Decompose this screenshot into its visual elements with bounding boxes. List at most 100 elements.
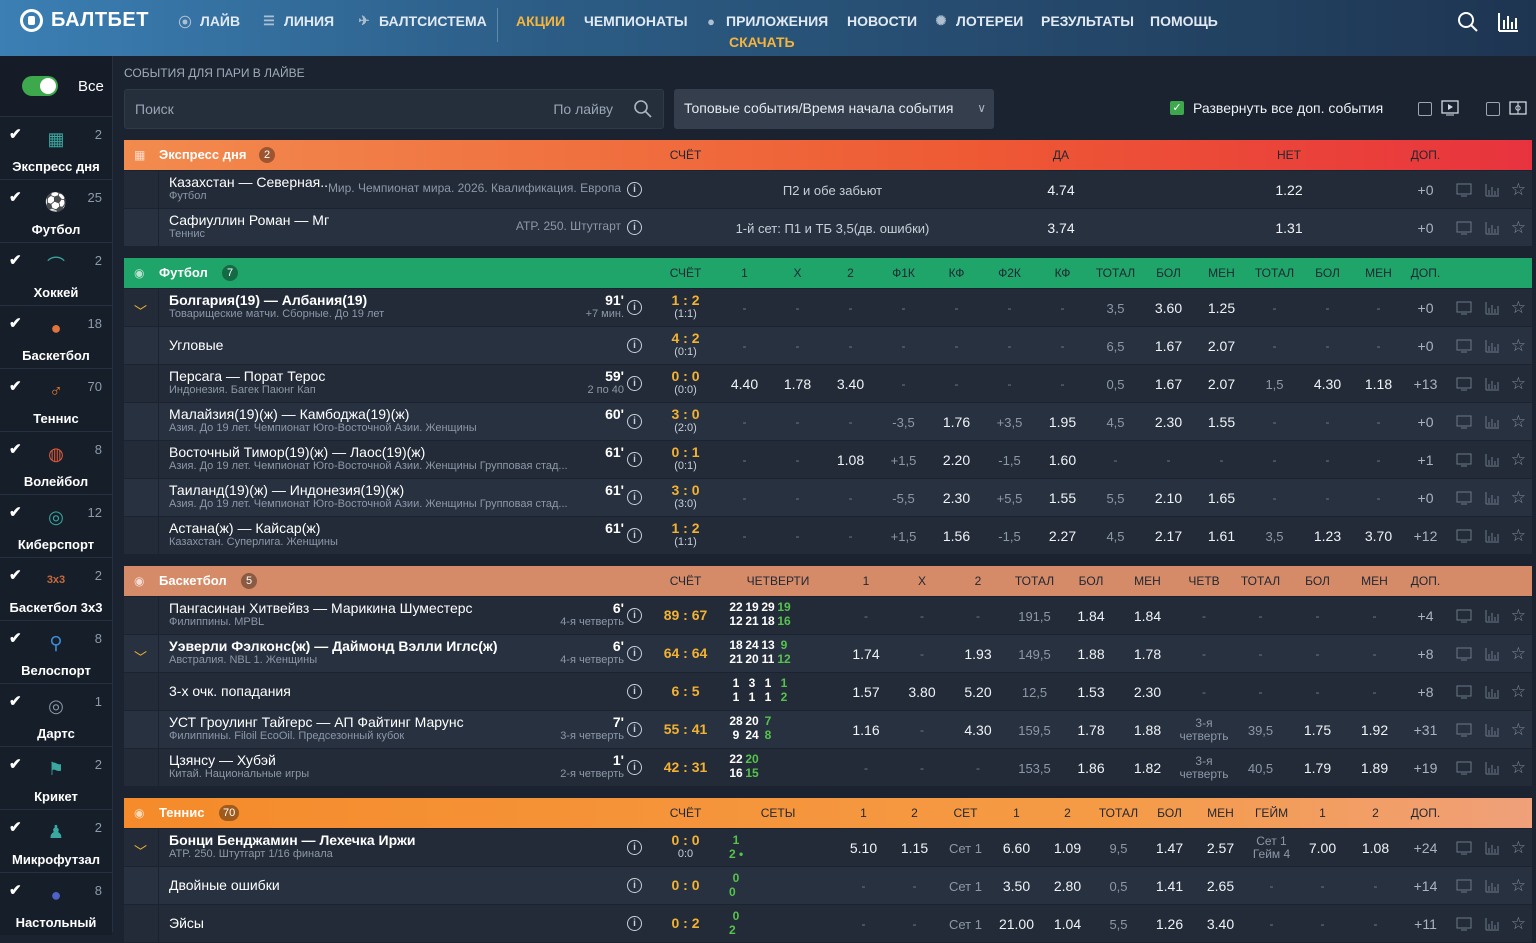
stats-chart-icon[interactable] <box>1484 684 1500 700</box>
odds-cell[interactable]: Сет 1 <box>949 878 982 894</box>
stats-chart-icon[interactable] <box>1484 300 1500 316</box>
event-name-block[interactable]: Болгария(19) — Албания(19) Товарищеские … <box>169 292 624 320</box>
odds-cell[interactable]: 1.84 <box>1133 608 1162 624</box>
event-name-block[interactable]: Таиланд(19)(ж) — Индонезия(19)(ж) Азия. … <box>169 482 624 510</box>
odds-cell[interactable]: 1.92 <box>1360 722 1389 738</box>
event-name-block[interactable]: 3-х очк. попадания <box>169 683 624 699</box>
favorite-star-icon[interactable]: ☆ <box>1510 180 1526 199</box>
more-markets-count[interactable]: +0 <box>1417 300 1434 316</box>
odds-cell[interactable]: 3.50 <box>1002 878 1031 894</box>
info-icon[interactable]: i <box>627 878 642 893</box>
info-icon[interactable]: i <box>627 182 642 197</box>
stats-chart-icon[interactable] <box>1484 528 1500 544</box>
video-icon[interactable] <box>1456 528 1472 544</box>
brand-logo[interactable]: БАЛТБЕТ <box>20 9 149 32</box>
odds-cell[interactable]: 3.40 <box>1206 916 1235 932</box>
favorite-star-icon[interactable]: ☆ <box>1510 526 1526 545</box>
odds-cell[interactable]: 1.08 <box>1361 840 1390 856</box>
odds-cell[interactable]: 5.10 <box>849 840 878 856</box>
video-icon[interactable] <box>1456 878 1472 894</box>
more-markets-count[interactable]: +0 <box>1417 414 1434 430</box>
sidebar-item-basketball[interactable]: ✔ ● 18 Баскетбол <box>0 305 112 368</box>
field-filter-checkbox[interactable] <box>1486 102 1500 116</box>
chevron-down-icon[interactable]: ﹀ <box>134 844 148 859</box>
odds-cell[interactable]: 1.88 <box>1133 722 1162 738</box>
event-name-block[interactable]: Восточный Тимор(19)(ж) — Лаос(19)(ж) Ази… <box>169 444 624 472</box>
favorite-star-icon[interactable]: ☆ <box>1510 914 1526 933</box>
stats-chart-icon[interactable] <box>1484 490 1500 506</box>
event-name-block[interactable]: Цзянсу — Хубэй Китай. Национальные игры <box>169 752 624 780</box>
more-markets-count[interactable]: +0 <box>1417 220 1434 236</box>
favorite-star-icon[interactable]: ☆ <box>1510 218 1526 237</box>
odds-cell[interactable]: 7.00 <box>1308 840 1337 856</box>
video-icon[interactable] <box>1456 376 1472 392</box>
info-icon[interactable]: i <box>627 300 642 315</box>
odds-cell[interactable]: 39,5 <box>1247 722 1274 738</box>
stats-chart-icon[interactable] <box>1484 414 1500 430</box>
chevron-down-icon[interactable]: ﹀ <box>134 304 148 319</box>
info-icon[interactable]: i <box>627 528 642 543</box>
chevron-down-icon[interactable]: ﹀ <box>134 650 148 665</box>
odds-cell[interactable]: 153,5 <box>1018 760 1051 776</box>
odds-cell[interactable]: 5.20 <box>964 684 992 700</box>
stats-chart-icon[interactable] <box>1484 646 1500 662</box>
odds-cell[interactable]: 1.89 <box>1360 760 1389 776</box>
info-icon[interactable]: i <box>627 684 642 699</box>
event-name-block[interactable]: Пангасинан Хитвейвз — Марикина Шуместерс… <box>169 600 624 628</box>
event-name-block[interactable]: Эйсы <box>169 915 624 931</box>
odds-cell[interactable]: 1.78 <box>1077 722 1105 738</box>
info-icon[interactable]: i <box>627 376 642 391</box>
sidebar-item-bicycle[interactable]: ✔ ⚲ 8 Велоспорт <box>0 620 112 683</box>
odds-cell[interactable]: 1.08 <box>836 452 865 468</box>
search-icon[interactable] <box>1456 10 1480 34</box>
odds-cell[interactable]: 1.15 <box>900 840 929 856</box>
event-name-block[interactable]: Уэверли Фэлконс(ж) — Даймонд Вэлли Иглс(… <box>169 638 624 666</box>
more-markets-count[interactable]: +1 <box>1417 452 1434 468</box>
info-icon[interactable]: i <box>627 840 642 855</box>
odds-cell[interactable]: -3,5 <box>892 414 915 430</box>
video-icon[interactable] <box>1456 338 1472 354</box>
odds-cell[interactable]: 2.57 <box>1206 840 1235 856</box>
odds-cell[interactable]: 1.88 <box>1077 646 1105 662</box>
odds-cell[interactable]: 2.20 <box>942 452 971 468</box>
odds-cell[interactable]: 5,5 <box>1106 490 1125 506</box>
favorite-star-icon[interactable]: ☆ <box>1510 838 1526 857</box>
video-icon[interactable] <box>1456 182 1472 198</box>
stats-chart-icon[interactable] <box>1484 916 1500 932</box>
stats-chart-icon[interactable] <box>1484 608 1500 624</box>
odds-cell[interactable]: 3-я четверть <box>1179 716 1229 743</box>
sidebar-item-darts[interactable]: ✔ ◎ 1 Дартс <box>0 683 112 746</box>
more-markets-count[interactable]: +4 <box>1417 608 1434 624</box>
favorite-star-icon[interactable]: ☆ <box>1510 644 1526 663</box>
nav-help[interactable]: ПОМОЩЬ <box>1150 13 1218 29</box>
odds-cell[interactable]: 4.30 <box>964 722 992 738</box>
info-icon[interactable]: i <box>627 722 642 737</box>
more-markets-count[interactable]: +8 <box>1417 646 1434 662</box>
sidebar-item-futsal[interactable]: ✔ ♟ 2 Микрофутзал <box>0 809 112 872</box>
odds-cell[interactable]: 3.40 <box>836 376 865 392</box>
search-icon[interactable] <box>633 99 653 119</box>
odds-cell[interactable]: 149,5 <box>1018 646 1051 662</box>
more-markets-count[interactable]: +12 <box>1413 528 1438 544</box>
nav-promo[interactable]: АКЦИИ <box>516 13 565 29</box>
search-input[interactable]: Поиск По лайву <box>124 89 664 129</box>
odds-cell[interactable]: 4,5 <box>1106 528 1125 544</box>
video-icon[interactable] <box>1456 300 1472 316</box>
odds-cell[interactable]: -1,5 <box>998 528 1021 544</box>
odds-cell[interactable]: 1.86 <box>1077 760 1105 776</box>
event-name-block[interactable]: Двойные ошибки <box>169 877 624 893</box>
sidebar-item-basketball-3x3[interactable]: ✔ 3x3 2 Баскетбол 3x3 <box>0 557 112 620</box>
favorite-star-icon[interactable]: ☆ <box>1510 876 1526 895</box>
sidebar-item-cricket[interactable]: ✔ ⚑ 2 Крикет <box>0 746 112 809</box>
odds-cell[interactable]: 1.57 <box>852 684 880 700</box>
more-markets-count[interactable]: +24 <box>1413 840 1438 856</box>
odds-cell[interactable]: 3,5 <box>1106 300 1125 316</box>
odds-cell[interactable]: 1.26 <box>1155 916 1184 932</box>
nav-championships[interactable]: ЧЕМПИОНАТЫ <box>584 13 688 29</box>
odds-cell[interactable]: 1.95 <box>1048 414 1077 430</box>
odds-cell[interactable]: 1.61 <box>1207 528 1236 544</box>
odds-cell[interactable]: 9,5 <box>1109 840 1128 856</box>
odds-cell[interactable]: 12,5 <box>1021 684 1048 700</box>
event-name-block[interactable]: Казахстан — Северная... Футбол <box>169 174 624 202</box>
odds-cell[interactable]: 3.80 <box>908 684 936 700</box>
